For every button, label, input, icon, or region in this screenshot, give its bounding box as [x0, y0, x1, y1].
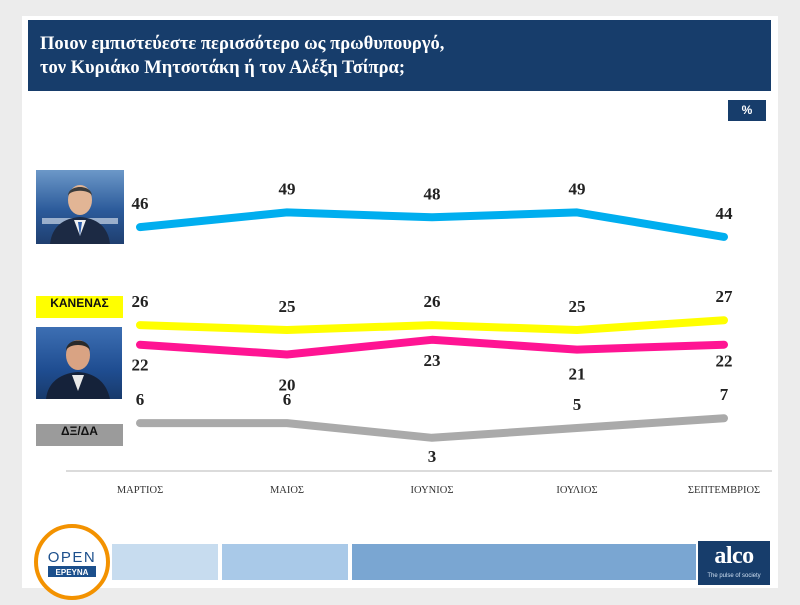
legend-dkna: ΔΞ/ΔΑ	[36, 424, 123, 446]
series-1-point-4	[721, 317, 727, 323]
series-0-point-2	[429, 214, 435, 220]
chart-title-line-1: Ποιον εμπιστεύεστε περισσότερο ως πρωθυπ…	[40, 34, 445, 54]
series-3-label-3: 5	[573, 395, 582, 414]
series-2-point-1	[284, 352, 290, 357]
series-3-point-1	[284, 420, 290, 426]
series-3-point-2	[429, 435, 435, 441]
series-1-point-0	[137, 322, 143, 328]
series-0-label-4: 44	[716, 204, 734, 223]
series-0-point-4	[721, 234, 727, 240]
series-3-point-4	[721, 415, 727, 421]
alco-logo: alco The pulse of society	[698, 541, 770, 585]
mitsotakis-photo	[36, 170, 124, 244]
mitsotakis-portrait-icon	[42, 185, 118, 244]
series-3-label-2: 3	[428, 447, 437, 466]
series-2-point-2	[429, 337, 435, 343]
series-0-label-2: 48	[424, 184, 441, 203]
alco-brand: alco	[714, 543, 754, 569]
series-1-point-3	[574, 327, 580, 333]
series-2-label-2: 23	[424, 351, 441, 370]
series-0-point-0	[137, 224, 143, 230]
x-tick-label-1: ΜΑΙΟΣ	[270, 485, 304, 496]
series-3-point-3	[574, 425, 580, 431]
footer-bar-3	[352, 544, 696, 580]
open-logo-icon: OPEN ΕΡΕΥΝΑ	[34, 524, 110, 600]
title-bar: Ποιον εμπιστεύεστε περισσότερο ως πρωθυπ…	[28, 20, 771, 91]
series-2-label-1: 20	[279, 376, 296, 395]
series-3-label-4: 7	[720, 385, 729, 404]
series-2-point-4	[721, 342, 727, 348]
legend-none: ΚΑΝΕΝΑΣ	[36, 296, 123, 318]
x-tick-label-0: ΜΑΡΤΙΟΣ	[117, 485, 163, 496]
series-1-point-2	[429, 322, 435, 328]
open-logo-subtext: ΕΡΕΥΝΑ	[56, 568, 89, 577]
series-1-point-1	[284, 327, 290, 333]
series-2-label-4: 22	[716, 352, 733, 371]
series-0-label-1: 49	[279, 179, 296, 198]
series-0-point-1	[284, 209, 290, 215]
open-logo-text: OPEN	[48, 549, 97, 566]
chart-title-line-2: τον Κυριάκο Μητσοτάκη ή τον Αλέξη Τσίπρα…	[40, 58, 406, 78]
series-0-label-3: 49	[569, 179, 586, 198]
alco-tagline: The pulse of society	[707, 573, 761, 579]
series-3-label-0: 6	[136, 390, 145, 409]
tsipras-portrait-icon	[46, 340, 110, 399]
series-2-point-3	[574, 347, 580, 353]
series-2-point-0	[137, 342, 143, 348]
series-1-label-2: 26	[424, 292, 441, 311]
series-1-label-4: 27	[716, 287, 734, 306]
x-tick-label-2: ΙΟΥΝΙΟΣ	[411, 485, 454, 496]
footer-bar-1	[112, 544, 218, 580]
open-erevna-logo: OPEN ΕΡΕΥΝΑ	[30, 524, 114, 600]
series-0-label-0: 46	[132, 194, 149, 213]
x-tick-label-3: ΙΟΥΛΙΟΣ	[556, 485, 597, 496]
series-line-3	[136, 414, 728, 442]
series-2-label-3: 21	[569, 365, 586, 384]
footer-bar-2	[222, 544, 348, 580]
series-1-label-1: 25	[279, 297, 296, 316]
unit-badge: %	[728, 100, 766, 121]
series-1-label-3: 25	[569, 297, 586, 316]
series-2-label-0: 22	[132, 356, 149, 375]
series-1-label-0: 26	[132, 292, 149, 311]
series-0-point-3	[574, 209, 580, 215]
x-tick-label-4: ΣΕΠΤΕΜΒΡΙΟΣ	[688, 485, 760, 496]
series-3-label-1: 6	[283, 390, 292, 409]
slide-background	[22, 16, 778, 588]
series-3-point-0	[137, 420, 143, 426]
tsipras-photo	[36, 327, 122, 399]
